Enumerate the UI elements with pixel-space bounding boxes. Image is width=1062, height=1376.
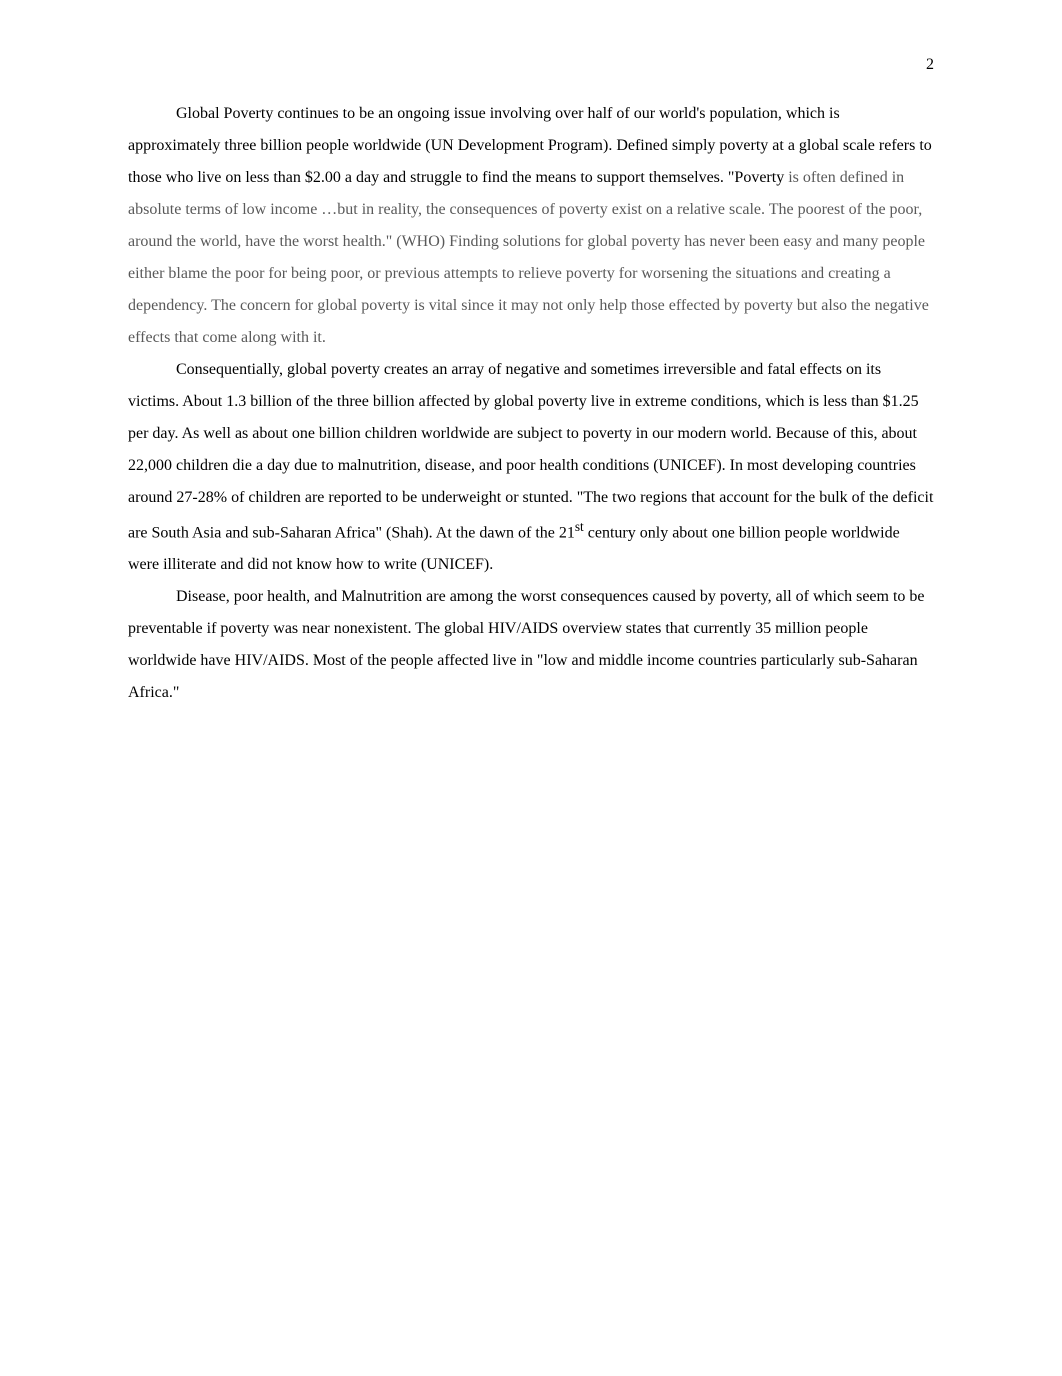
paragraph-2-superscript: st [575,519,584,534]
paragraph-1-text-b: is often defined in absolute terms of lo… [128,169,929,346]
paragraph-1: Global Poverty continues to be an ongoin… [128,98,934,354]
page-number: 2 [926,56,934,74]
paragraph-3: Disease, poor health, and Malnutrition a… [128,581,934,709]
paragraph-3-text: Disease, poor health, and Malnutrition a… [128,588,925,701]
paragraph-2: Consequentially, global poverty creates … [128,354,934,581]
document-page: 2 Global Poverty continues to be an ongo… [0,0,1062,1376]
paragraph-2-text-a: Consequentially, global poverty creates … [128,361,933,541]
document-body: Global Poverty continues to be an ongoin… [128,98,934,709]
